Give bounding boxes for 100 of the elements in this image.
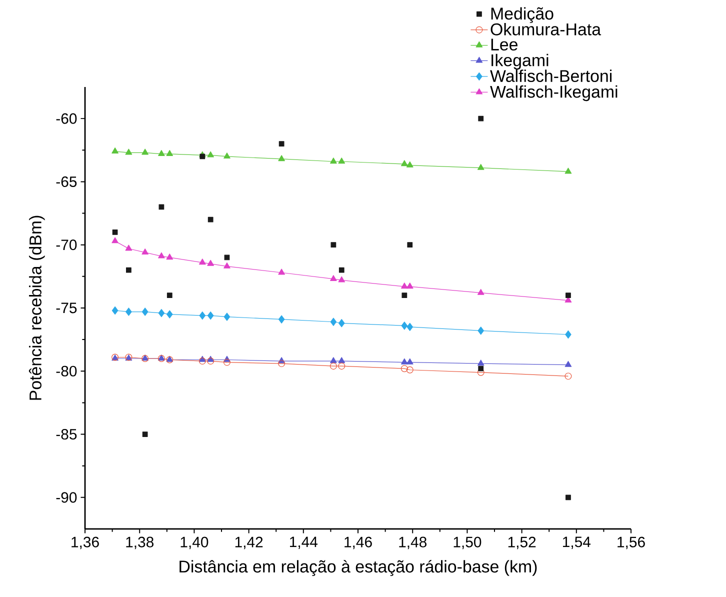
point (142, 248, 148, 255)
x-tick-label: 1,50 (454, 536, 482, 550)
point (207, 151, 214, 158)
point (166, 150, 174, 156)
point (566, 494, 571, 500)
point (564, 360, 572, 367)
y-tick-label: -60 (56, 113, 77, 124)
point (407, 242, 413, 248)
point (338, 357, 346, 364)
x-tick-label: 1,42 (235, 536, 263, 550)
point (126, 308, 132, 316)
point (207, 260, 214, 266)
point (199, 311, 206, 320)
point (142, 148, 148, 155)
point (224, 312, 230, 321)
x-axis-title: Distância em relação à estação rádio-base (km) (180, 560, 537, 576)
point (224, 262, 230, 268)
point (278, 315, 285, 324)
point (158, 252, 165, 258)
point (112, 306, 118, 315)
legend-label: Medição (491, 7, 554, 24)
y-axis-title: Potência recebida (dBm) (28, 216, 45, 400)
x-tick-label: 1,40 (180, 536, 208, 550)
point (402, 292, 408, 298)
point (406, 358, 414, 364)
point (126, 267, 132, 273)
point (330, 362, 337, 370)
point (112, 237, 118, 244)
point (401, 358, 408, 364)
y-tick-label: -75 (56, 302, 77, 314)
point (330, 357, 337, 364)
x-tick-label: 1,44 (290, 536, 318, 549)
point (207, 311, 214, 320)
point (330, 318, 337, 326)
y-tick-label: -70 (56, 240, 77, 250)
x-tick-label: 1,46 (344, 536, 372, 550)
point (477, 164, 484, 170)
legend-label: Walfisch-Bertoni (490, 70, 612, 82)
point (142, 308, 148, 316)
point (125, 148, 132, 155)
point (566, 292, 571, 298)
y-tick-label: -80 (56, 366, 77, 376)
point (338, 276, 346, 282)
point (401, 160, 408, 166)
point (565, 330, 572, 339)
point (330, 158, 337, 164)
point (478, 326, 484, 335)
point (207, 358, 214, 365)
point (338, 267, 344, 273)
point (477, 360, 484, 366)
point (158, 308, 165, 318)
point (278, 268, 285, 275)
x-tick-label: 1,54 (563, 536, 591, 549)
x-tick-label: 1,56 (618, 536, 645, 550)
point (330, 242, 336, 248)
point (198, 258, 206, 265)
point (338, 158, 346, 164)
point (208, 216, 214, 222)
point (330, 275, 337, 282)
legend-label: Okumura-Hata (490, 22, 602, 36)
point (406, 322, 414, 332)
point (400, 365, 408, 372)
x-tick-label: 1,36 (72, 536, 99, 550)
x-tick-label: 1,38 (126, 536, 154, 550)
point (112, 230, 118, 235)
x-tick-label: 1,52 (508, 536, 536, 550)
point (166, 310, 173, 318)
point (478, 366, 484, 372)
point (278, 141, 284, 147)
point (338, 319, 345, 328)
legend-label: Lee (491, 38, 518, 51)
point (401, 282, 408, 289)
point (224, 152, 230, 159)
y-tick-label: -90 (56, 492, 77, 503)
point (406, 282, 414, 289)
x-tick-label: 1,48 (399, 536, 426, 550)
point (477, 288, 484, 295)
point (278, 360, 286, 368)
point (338, 362, 346, 370)
point (158, 204, 164, 210)
point (406, 161, 414, 168)
legend-label: Walfisch-Ikegami (490, 85, 618, 102)
point (478, 116, 484, 122)
point (564, 372, 572, 380)
point (223, 358, 230, 366)
point (200, 154, 206, 160)
y-tick-label: -65 (56, 176, 77, 187)
point (158, 150, 165, 156)
point (198, 358, 206, 365)
point (125, 244, 132, 251)
point (112, 148, 118, 154)
point (406, 366, 414, 374)
point (278, 155, 285, 162)
point (142, 432, 148, 437)
y-tick-label: -85 (56, 428, 77, 440)
point (564, 168, 572, 174)
point (166, 292, 172, 298)
point (166, 254, 174, 260)
point (401, 322, 408, 330)
legend-label: Ikegami (492, 54, 548, 70)
